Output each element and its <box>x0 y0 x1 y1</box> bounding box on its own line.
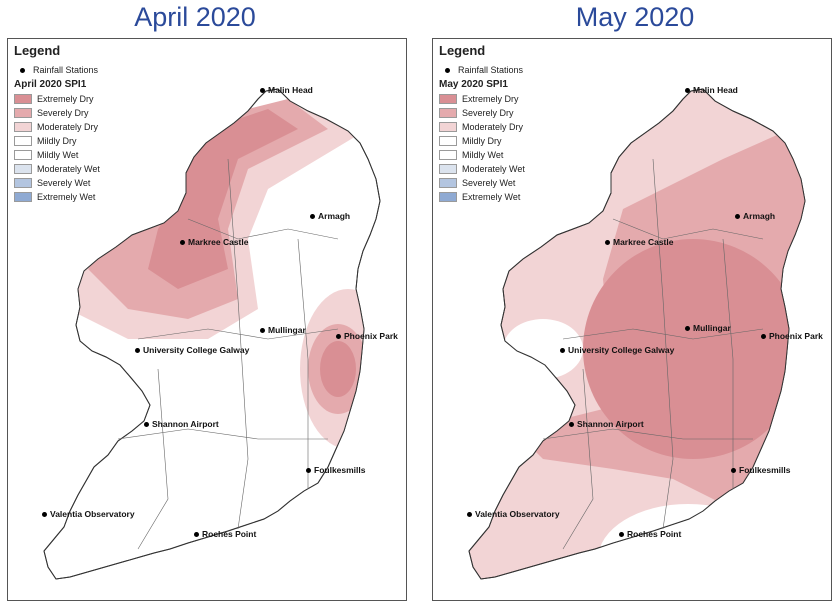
legend-may: Legend Rainfall Stations May 2020 SPI1 E… <box>439 43 525 204</box>
april-map-canvas <box>43 88 381 580</box>
legend-item: Mildly Wet <box>14 148 100 162</box>
station-markree-castle: Markree Castle <box>605 237 673 247</box>
legend-item: Extremely Dry <box>439 92 525 106</box>
legend-subtitle: April 2020 SPI1 <box>14 79 87 90</box>
legend-item: Moderately Dry <box>439 120 525 134</box>
legend-swatch <box>14 94 32 104</box>
station-dot-icon <box>445 67 450 73</box>
legend-swatch <box>439 164 457 174</box>
legend-swatch <box>439 94 457 104</box>
legend-item: Moderately Wet <box>14 162 100 176</box>
legend-item: Severely Wet <box>14 176 100 190</box>
station-shannon-airport: Shannon Airport <box>569 419 644 429</box>
legend-item: Severely Wet <box>439 176 525 190</box>
legend-swatch <box>439 108 457 118</box>
station-roches-point: Roches Point <box>619 529 681 539</box>
station-markree-castle: Markree Castle <box>180 237 248 247</box>
legend-april: Legend Rainfall Stations April 2020 SPI1… <box>14 43 100 204</box>
station-armagh: Armagh <box>735 211 775 221</box>
county-borders <box>542 158 764 550</box>
station-roches-point: Roches Point <box>194 529 256 539</box>
station-university-college-galway: University College Galway <box>135 345 249 355</box>
legend-item: Mildly Dry <box>14 134 100 148</box>
legend-item: Mildly Wet <box>439 148 525 162</box>
legend-item: Extremely Dry <box>14 92 100 106</box>
station-mullingar: Mullingar <box>260 325 306 335</box>
legend-item: Mildly Dry <box>439 134 525 148</box>
station-malin-head: Malin Head <box>260 85 313 95</box>
legend-stations-label: Rainfall Stations <box>458 65 524 75</box>
legend-subtitle: May 2020 SPI1 <box>439 79 508 90</box>
station-shannon-airport: Shannon Airport <box>144 419 219 429</box>
legend-swatch <box>439 192 457 202</box>
station-phoenix-park: Phoenix Park <box>761 331 823 341</box>
legend-item: Moderately Dry <box>14 120 100 134</box>
station-valentia-observatory: Valentia Observatory <box>42 509 135 519</box>
station-university-college-galway: University College Galway <box>560 345 674 355</box>
legend-swatch <box>439 136 457 146</box>
legend-swatch <box>439 122 457 132</box>
station-malin-head: Malin Head <box>685 85 738 95</box>
legend-swatch <box>14 108 32 118</box>
station-foulkesmills: Foulkesmills <box>731 465 791 475</box>
legend-swatch <box>439 178 457 188</box>
station-dot-icon <box>20 67 25 73</box>
station-foulkesmills: Foulkesmills <box>306 465 366 475</box>
legend-item: Severely Dry <box>439 106 525 120</box>
station-phoenix-park: Phoenix Park <box>336 331 398 341</box>
county-borders <box>117 158 339 550</box>
station-mullingar: Mullingar <box>685 323 731 333</box>
legend-item: Extremely Wet <box>14 190 100 204</box>
legend-stations-label: Rainfall Stations <box>33 65 99 75</box>
legend-swatch <box>14 136 32 146</box>
legend-title: Legend <box>14 43 61 58</box>
legend-swatch <box>14 122 32 132</box>
may-map-canvas <box>468 88 806 580</box>
map-title-april: April 2020 <box>134 2 256 32</box>
legend-swatch <box>14 192 32 202</box>
map-panel-may: Legend Rainfall Stations May 2020 SPI1 E… <box>432 38 832 601</box>
legend-item: Extremely Wet <box>439 190 525 204</box>
legend-swatch <box>14 178 32 188</box>
legend-swatch <box>14 164 32 174</box>
legend-swatch <box>14 150 32 160</box>
legend-item: Moderately Wet <box>439 162 525 176</box>
map-panel-april: Legend Rainfall Stations April 2020 SPI1… <box>7 38 407 601</box>
legend-swatch <box>439 150 457 160</box>
legend-title: Legend <box>439 43 486 58</box>
map-title-may: May 2020 <box>575 2 695 32</box>
legend-item: Severely Dry <box>14 106 100 120</box>
station-valentia-observatory: Valentia Observatory <box>467 509 560 519</box>
station-armagh: Armagh <box>310 211 350 221</box>
